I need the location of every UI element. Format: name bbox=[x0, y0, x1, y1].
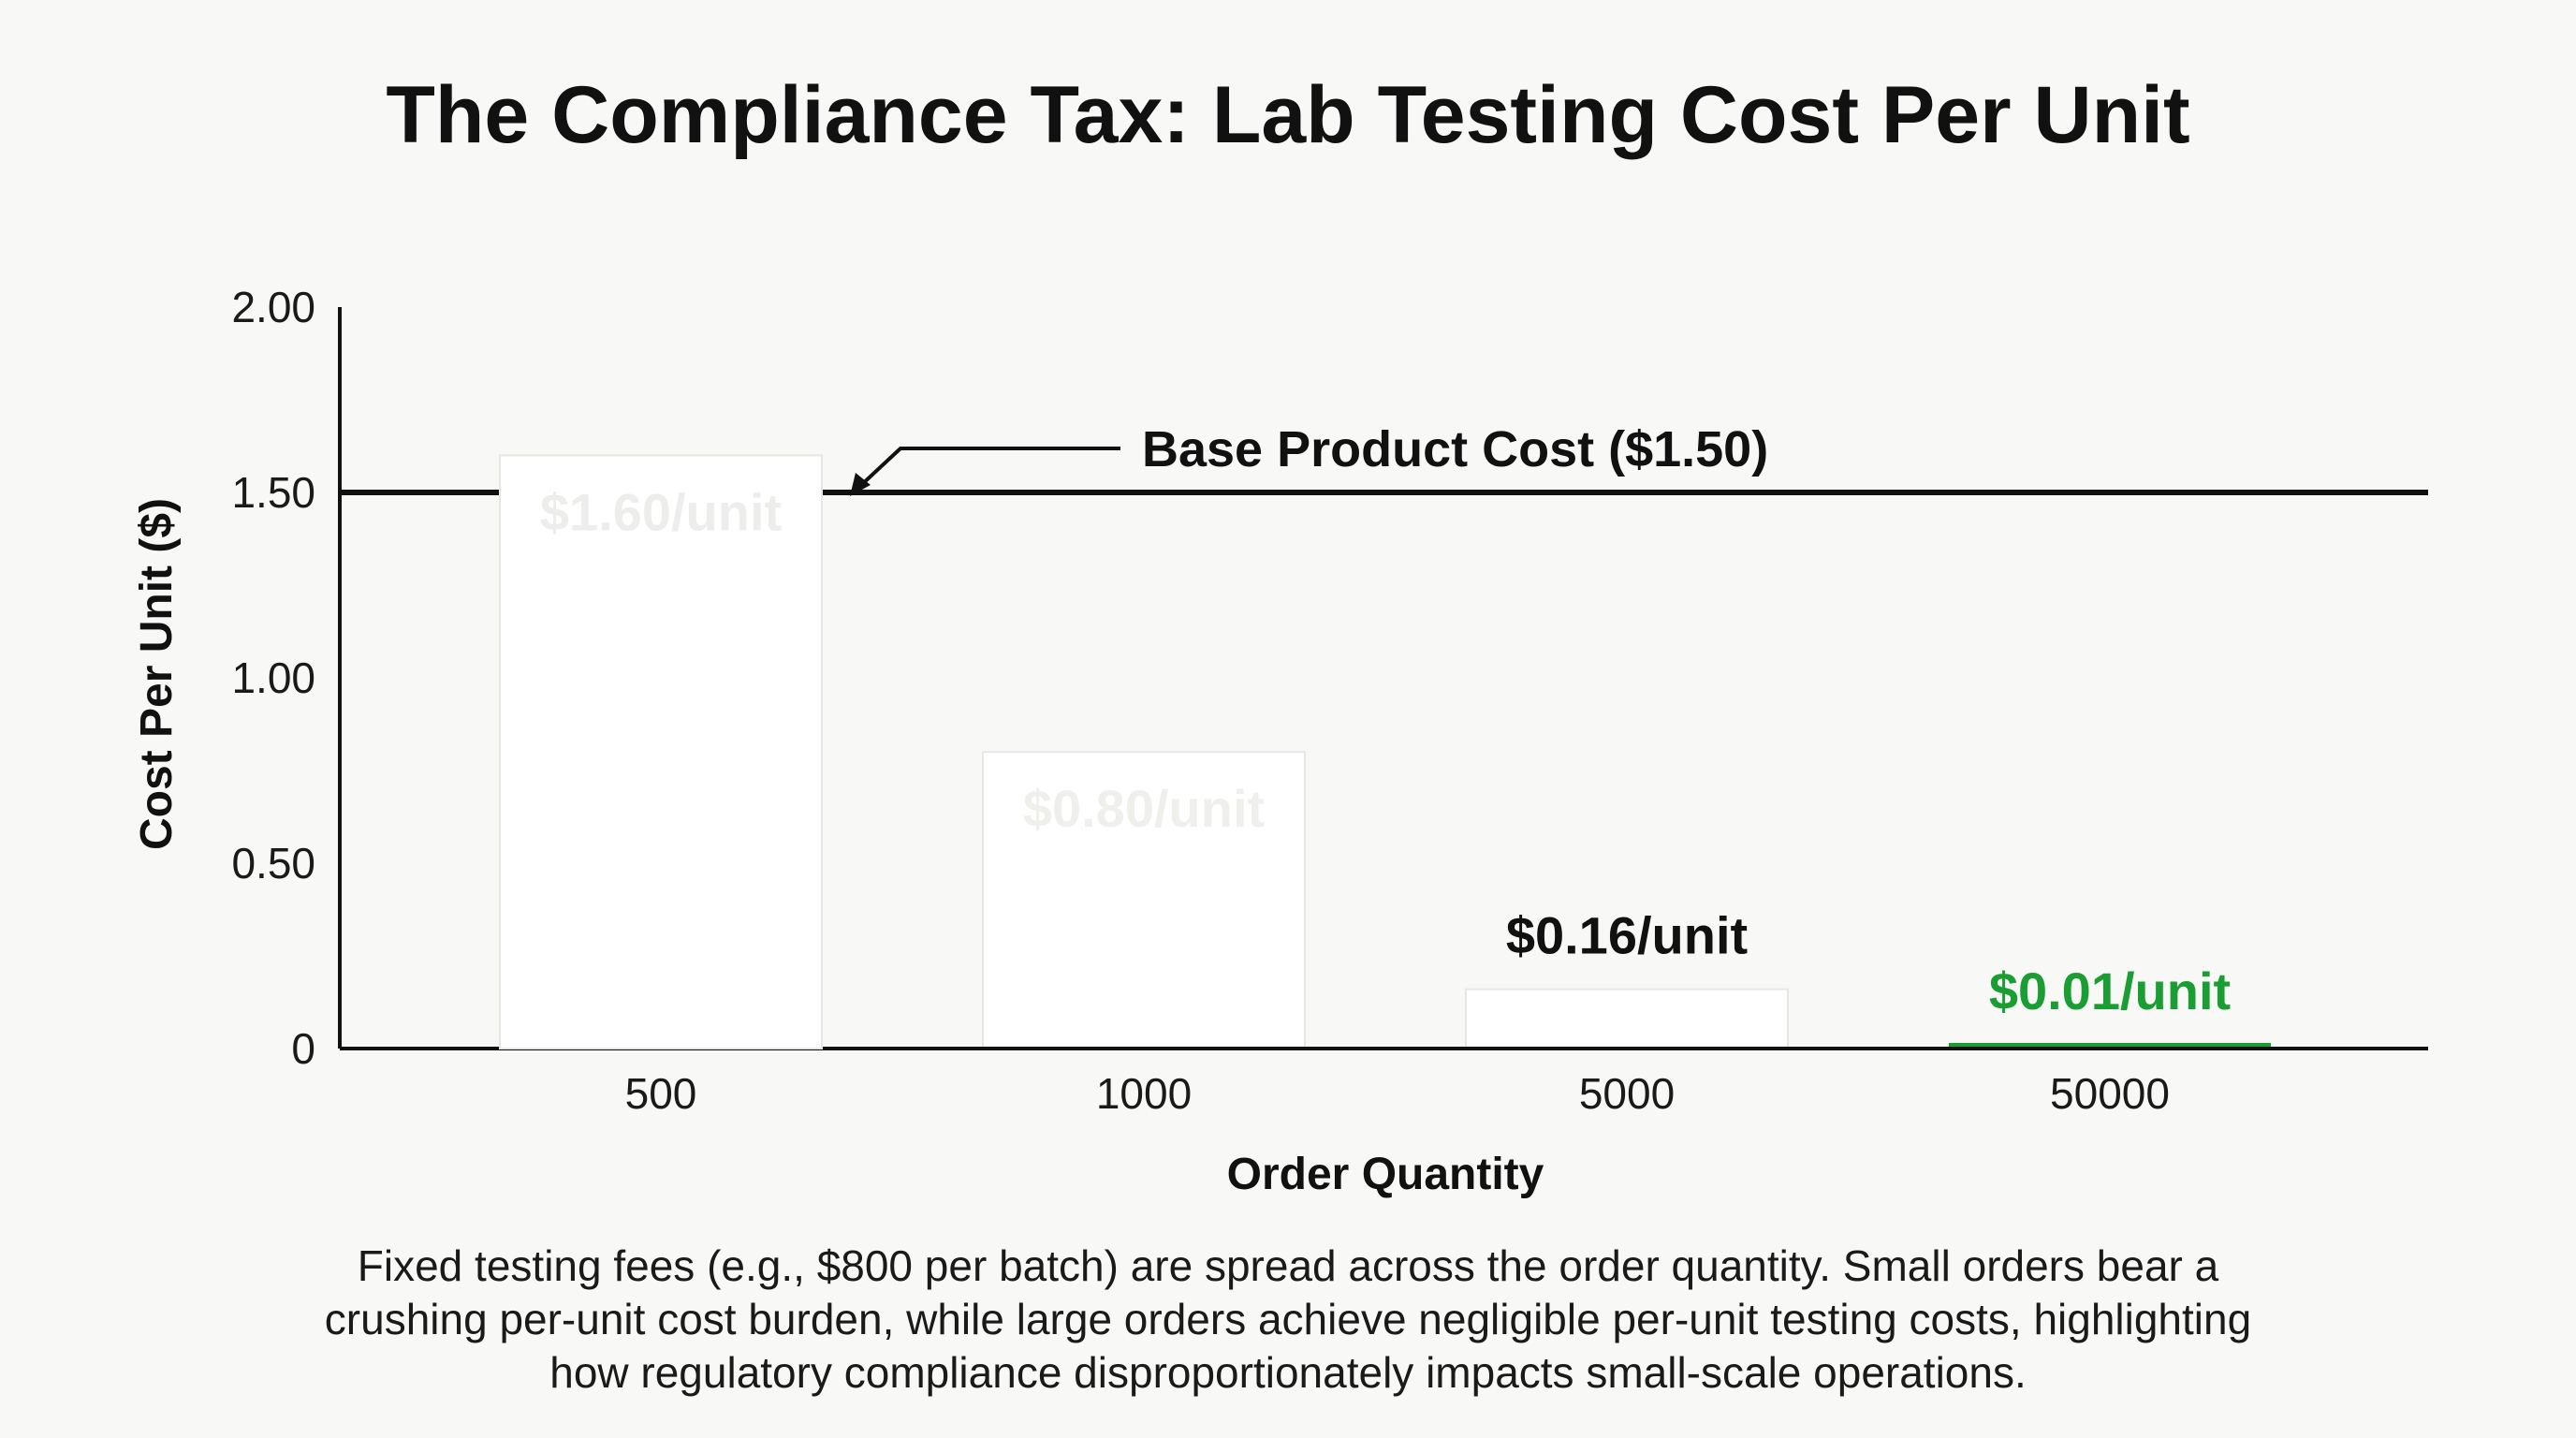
bar-1000 bbox=[982, 751, 1306, 1049]
y-tick-label: 2.00 bbox=[231, 283, 315, 331]
data-label-5000: $0.16/unit bbox=[1506, 906, 1748, 965]
caption-line: Fixed testing fees (e.g., $800 per batch… bbox=[358, 1241, 2219, 1290]
data-label-500: $1.60/unit bbox=[540, 482, 782, 541]
y-axis-label: Cost Per Unit ($) bbox=[132, 498, 182, 850]
x-tick-label: 1000 bbox=[1096, 1069, 1192, 1118]
data-label-50000: $0.01/unit bbox=[1989, 961, 2231, 1020]
caption-line: how regulatory compliance disproportiona… bbox=[549, 1348, 2027, 1397]
y-tick-label: 1.00 bbox=[231, 653, 315, 702]
y-tick-label: 1.50 bbox=[231, 468, 315, 517]
base-cost-label: Base Product Cost ($1.50) bbox=[1142, 421, 1768, 477]
caption-line: crushing per-unit cost burden, while lar… bbox=[325, 1295, 2251, 1343]
y-tick-label: 0.50 bbox=[231, 839, 315, 888]
x-tick-label: 5000 bbox=[1579, 1069, 1675, 1118]
x-axis-label: Order Quantity bbox=[1227, 1150, 1544, 1199]
bar-50000 bbox=[1949, 1043, 2271, 1049]
bar-500 bbox=[499, 454, 823, 1049]
chart-title: The Compliance Tax: Lab Testing Cost Per… bbox=[386, 70, 2189, 160]
y-tick-label: 0 bbox=[291, 1024, 315, 1073]
arrow-head-icon bbox=[850, 473, 871, 496]
data-label-1000: $0.80/unit bbox=[1023, 779, 1265, 838]
x-tick-label: 500 bbox=[625, 1069, 697, 1118]
bar-5000 bbox=[1465, 988, 1789, 1050]
annotation-arrow bbox=[857, 447, 1120, 489]
x-tick-label: 50000 bbox=[2050, 1069, 2170, 1118]
